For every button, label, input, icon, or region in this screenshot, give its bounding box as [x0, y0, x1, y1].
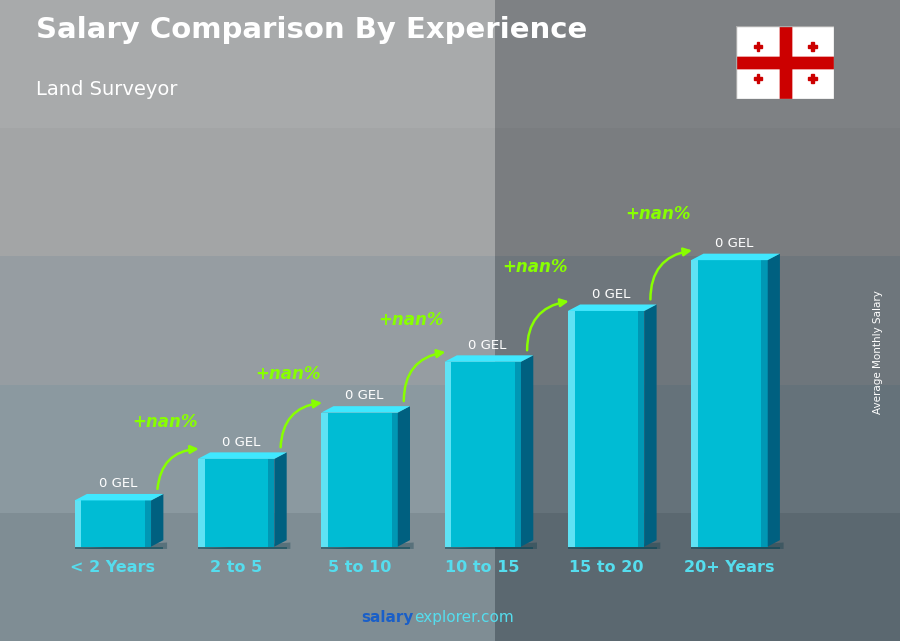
Bar	[75, 547, 164, 549]
Bar	[0, 0, 900, 128]
Polygon shape	[398, 406, 410, 547]
Polygon shape	[151, 494, 164, 547]
Polygon shape	[691, 254, 780, 260]
Bar	[515, 362, 521, 547]
Text: 0 GEL: 0 GEL	[99, 478, 137, 490]
Bar	[75, 501, 151, 547]
Bar	[568, 311, 644, 547]
Text: 0 GEL: 0 GEL	[592, 288, 630, 301]
Bar	[321, 547, 410, 549]
Text: 0 GEL: 0 GEL	[469, 338, 507, 352]
Bar	[321, 413, 328, 547]
Bar	[753, 46, 762, 48]
Bar	[392, 413, 398, 547]
Bar	[495, 0, 900, 641]
Bar	[321, 413, 398, 547]
Bar	[445, 362, 521, 547]
Text: 0 GEL: 0 GEL	[222, 436, 260, 449]
Text: Average Monthly Salary: Average Monthly Salary	[873, 290, 884, 415]
Bar	[691, 260, 768, 547]
Bar	[811, 74, 814, 83]
Polygon shape	[521, 355, 534, 547]
Bar	[198, 547, 287, 549]
Polygon shape	[274, 453, 287, 547]
Bar	[761, 260, 768, 547]
Bar	[691, 260, 698, 547]
Bar	[198, 459, 274, 547]
Bar	[736, 57, 834, 68]
Polygon shape	[202, 542, 291, 549]
Polygon shape	[644, 304, 657, 547]
Bar	[757, 74, 760, 83]
Bar	[0, 513, 900, 641]
Bar	[0, 0, 495, 641]
Polygon shape	[448, 542, 537, 549]
Bar	[445, 547, 534, 549]
Bar	[0, 256, 900, 385]
Polygon shape	[78, 542, 167, 549]
Bar	[753, 77, 762, 79]
Text: +nan%: +nan%	[626, 205, 690, 223]
Text: salary: salary	[362, 610, 414, 625]
Polygon shape	[198, 453, 287, 459]
Polygon shape	[325, 542, 414, 549]
Bar	[198, 459, 205, 547]
Bar	[736, 57, 834, 68]
Polygon shape	[572, 542, 661, 549]
Bar	[568, 547, 657, 549]
Polygon shape	[321, 406, 410, 413]
Bar	[0, 128, 900, 256]
Bar	[0, 385, 900, 513]
Polygon shape	[768, 254, 780, 547]
Text: +nan%: +nan%	[379, 312, 444, 329]
Polygon shape	[695, 542, 784, 549]
Bar	[808, 77, 817, 79]
Text: Land Surveyor: Land Surveyor	[36, 80, 177, 99]
Bar	[808, 46, 817, 48]
Bar	[811, 42, 814, 51]
Text: +nan%: +nan%	[256, 365, 320, 383]
Bar	[779, 26, 791, 99]
Bar	[75, 501, 82, 547]
Text: +nan%: +nan%	[132, 413, 197, 431]
Text: +nan%: +nan%	[502, 258, 567, 276]
Bar	[268, 459, 274, 547]
Bar	[568, 311, 575, 547]
Bar	[638, 311, 644, 547]
Polygon shape	[568, 304, 657, 311]
Polygon shape	[75, 494, 164, 501]
Bar	[779, 26, 791, 99]
Bar	[691, 547, 780, 549]
Bar	[757, 42, 760, 51]
Polygon shape	[445, 355, 534, 362]
Text: 0 GEL: 0 GEL	[716, 237, 753, 250]
Text: explorer.com: explorer.com	[414, 610, 514, 625]
Bar	[445, 362, 452, 547]
Bar	[145, 501, 151, 547]
Text: 0 GEL: 0 GEL	[346, 390, 383, 403]
Text: Salary Comparison By Experience: Salary Comparison By Experience	[36, 16, 587, 44]
